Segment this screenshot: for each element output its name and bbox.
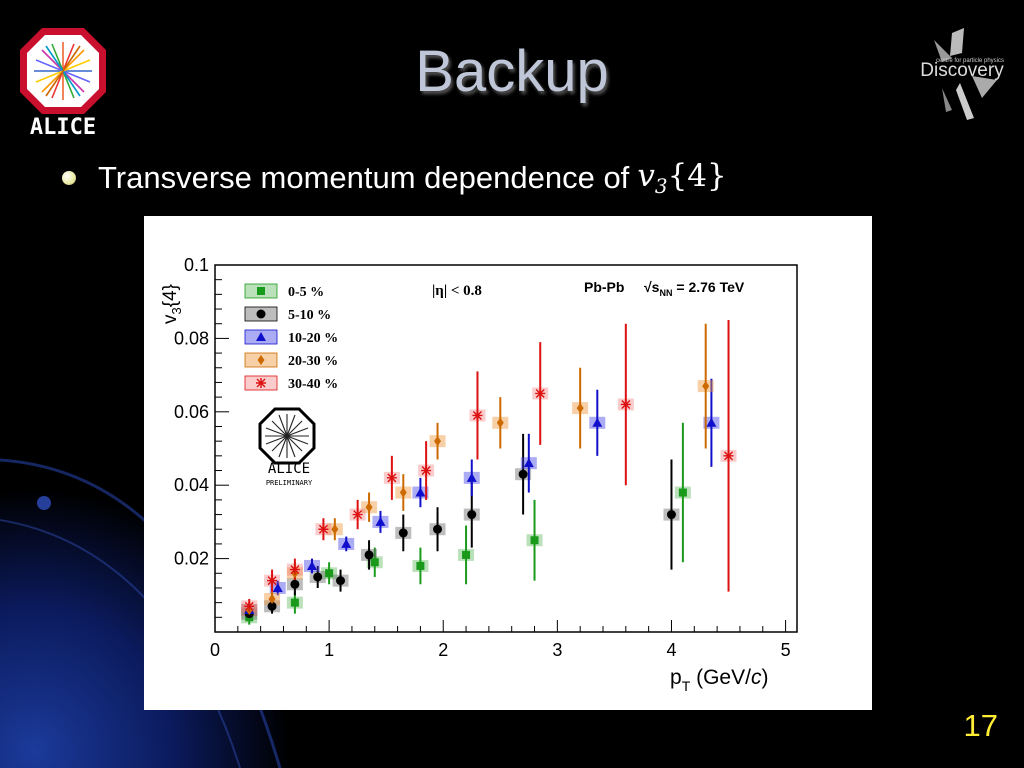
data-point xyxy=(467,510,477,520)
math-var: v xyxy=(637,158,655,194)
data-point xyxy=(244,601,255,612)
data-point xyxy=(370,558,379,567)
bullet-item: Transverse momentum dependence of v3{4} xyxy=(62,158,727,198)
data-point xyxy=(462,550,471,559)
data-point xyxy=(398,528,408,538)
energy-annotation: √sNN = 2.76 TeV xyxy=(644,279,745,298)
plot-panel: 0 1 2 3 4 5 0.02 0.04 0.06 0.08 0.1 v3{4} pT (GeV/… xyxy=(144,216,872,710)
legend-label: 0-5 % xyxy=(288,285,324,300)
data-point xyxy=(290,598,299,607)
legend-marker xyxy=(256,378,266,388)
chart-legend: 0-5 % 5-10 % 10-20 % 20-30 % 30-40 % xyxy=(244,283,338,392)
eta-cut-annotation: |η| < 0.8 xyxy=(432,283,482,299)
data-point xyxy=(352,509,363,520)
bullet-math: v3{4} xyxy=(637,158,726,198)
discovery-logo: centre for particle physics Discovery xyxy=(920,28,1004,120)
y-tick-label: 0.08 xyxy=(174,328,209,348)
data-point xyxy=(678,488,687,497)
data-point xyxy=(336,576,346,586)
data-point xyxy=(386,472,397,483)
data-point xyxy=(416,561,425,570)
alice-preliminary-logo: ALICE PRELIMINARY xyxy=(258,407,316,487)
data-point xyxy=(518,469,528,479)
legend-marker xyxy=(256,332,266,341)
data-point xyxy=(592,417,603,427)
data-point xyxy=(666,510,676,520)
data-point xyxy=(434,436,442,447)
data-point xyxy=(267,575,278,586)
alice-logo: ALICE xyxy=(20,28,106,138)
data-point xyxy=(290,579,300,589)
data-point xyxy=(268,593,276,604)
y-tick-label: 0.04 xyxy=(174,475,209,495)
y-tick-label: 0.02 xyxy=(174,549,209,569)
data-point xyxy=(496,417,504,428)
discovery-logo-subtext: centre for particle physics xyxy=(936,58,1004,64)
svg-text:√sNN = 2.76 TeV: √sNN = 2.76 TeV xyxy=(644,279,745,298)
legend-label: 30-40 % xyxy=(288,377,338,392)
data-point xyxy=(472,410,483,421)
data-point xyxy=(341,538,352,548)
legend-marker xyxy=(256,309,266,319)
data-point xyxy=(421,465,432,476)
data-point xyxy=(620,399,631,410)
bullet-dot-icon xyxy=(62,171,76,186)
x-tick-label: 5 xyxy=(781,640,791,660)
data-point xyxy=(365,502,373,513)
data-point xyxy=(313,572,323,582)
x-tick-label: 2 xyxy=(438,640,448,660)
legend-label: 20-30 % xyxy=(288,354,338,369)
y-tick-label: 0.1 xyxy=(184,255,209,275)
data-point xyxy=(307,560,317,570)
x-tick-label: 1 xyxy=(324,640,334,660)
legend-label: 10-20 % xyxy=(288,331,338,346)
data-point xyxy=(331,524,339,535)
data-point xyxy=(415,487,426,497)
bullet-text: Transverse momentum dependence of xyxy=(98,160,630,196)
data-point xyxy=(267,601,277,611)
data-point xyxy=(530,536,539,545)
preliminary-text: PRELIMINARY xyxy=(266,479,313,487)
data-point xyxy=(272,582,283,592)
alice-logo-text: ALICE xyxy=(30,115,96,138)
data-point xyxy=(289,564,300,575)
data-point xyxy=(702,381,710,392)
data-point xyxy=(325,569,334,578)
legend-marker xyxy=(257,287,265,295)
x-tick-label: 4 xyxy=(666,640,676,660)
v3-pt-chart: 0 1 2 3 4 5 0.02 0.04 0.06 0.08 0.1 v3{4} pT (GeV/… xyxy=(160,255,798,694)
data-point xyxy=(706,417,717,427)
slide-number: 17 xyxy=(963,708,998,743)
data-point xyxy=(375,516,386,526)
math-sub: 3 xyxy=(654,174,668,199)
x-tick-label: 0 xyxy=(210,640,220,660)
data-point xyxy=(364,550,374,560)
legend-label: 5-10 % xyxy=(288,308,331,323)
data-point xyxy=(535,388,546,399)
data-point xyxy=(576,403,584,414)
y-tick-label: 0.06 xyxy=(174,402,209,422)
y-axis-label: v3{4} xyxy=(160,284,184,324)
system-annotation: Pb-Pb xyxy=(584,279,624,295)
plot-frame xyxy=(214,264,798,633)
slide-title: Backup xyxy=(415,39,609,104)
data-point xyxy=(433,524,443,534)
data-point xyxy=(399,487,407,498)
alice-preliminary-text: ALICE xyxy=(268,461,310,477)
data-point xyxy=(723,450,734,461)
legend-marker xyxy=(257,355,265,365)
x-tick-label: 3 xyxy=(552,640,562,660)
data-point xyxy=(466,472,477,482)
x-axis-label: pT (GeV/c) xyxy=(670,666,768,694)
discovery-logo-text: Discovery xyxy=(920,60,1004,81)
data-point xyxy=(318,524,329,535)
math-arg: {4} xyxy=(667,158,727,194)
data-point xyxy=(523,458,534,468)
